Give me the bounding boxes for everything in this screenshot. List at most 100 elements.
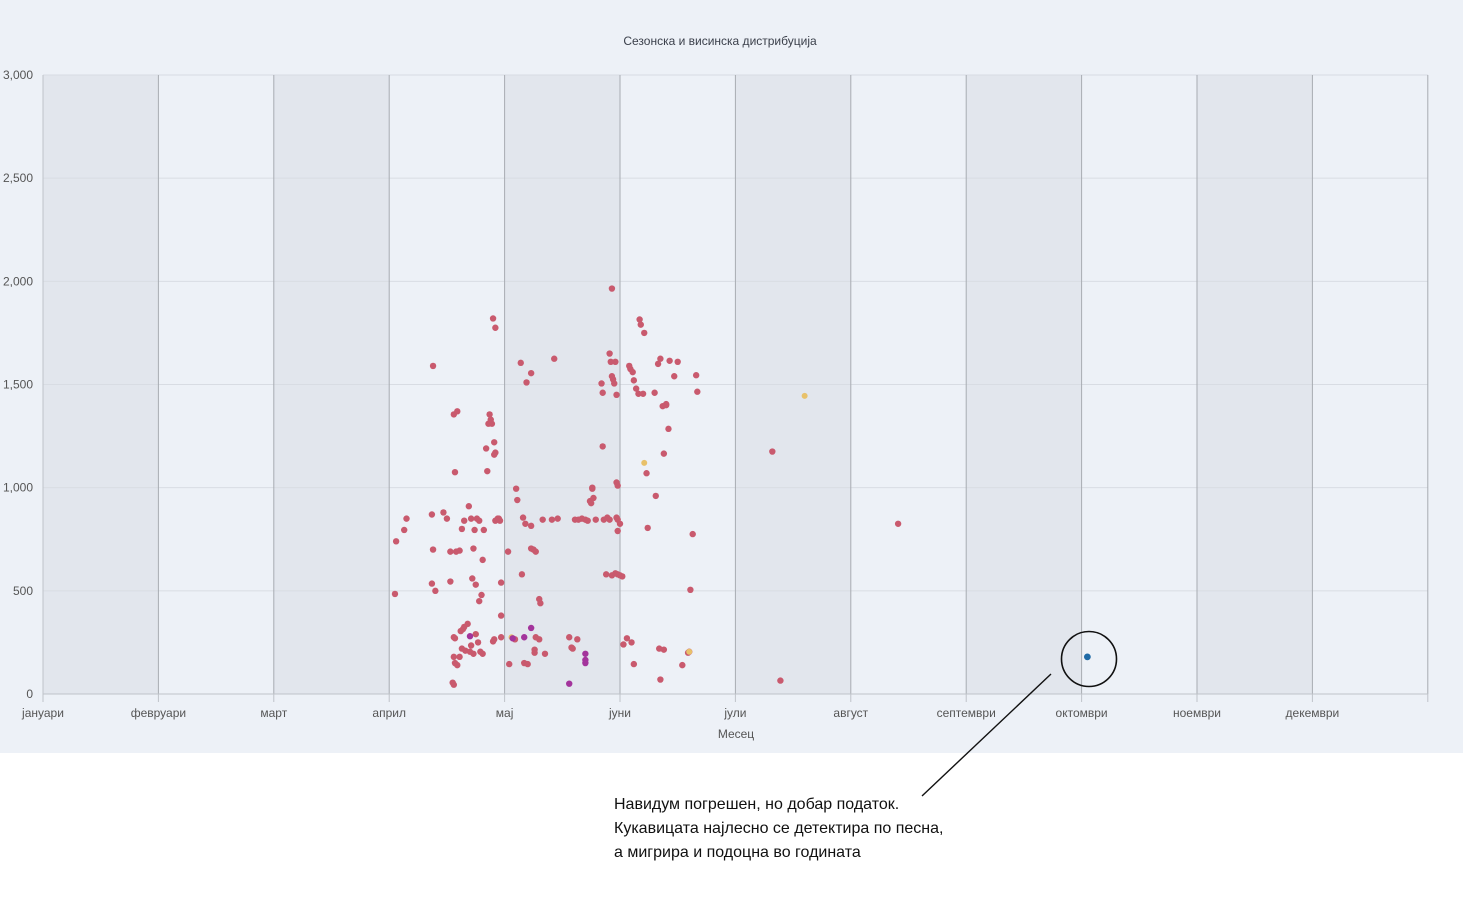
axes bbox=[42, 75, 1429, 702]
data-point-default bbox=[671, 373, 678, 380]
data-point-default bbox=[440, 509, 447, 516]
data-point-default bbox=[456, 547, 463, 554]
data-point-default bbox=[476, 517, 483, 524]
data-point-default bbox=[492, 324, 499, 331]
annotation-line: а мигрира и подоцна во годината bbox=[614, 844, 861, 861]
data-points bbox=[391, 285, 1091, 688]
data-point-default bbox=[614, 527, 621, 535]
y-tick-label: 1,500 bbox=[3, 378, 33, 392]
data-point-highlight bbox=[1083, 653, 1091, 661]
data-point-default bbox=[611, 380, 618, 387]
x-tick-label: август bbox=[833, 706, 868, 720]
data-point-default bbox=[616, 520, 624, 527]
data-point-yellow bbox=[641, 459, 648, 466]
data-point-default bbox=[599, 389, 606, 396]
x-tick-label: октомври bbox=[1056, 706, 1108, 720]
data-point-default bbox=[497, 612, 505, 619]
data-point-default bbox=[472, 581, 479, 588]
data-point-default bbox=[662, 400, 670, 408]
y-tick-label: 0 bbox=[26, 687, 33, 701]
data-point-default bbox=[518, 571, 526, 578]
vertical-gridlines bbox=[157, 75, 1429, 694]
data-point-default bbox=[660, 450, 668, 457]
data-point-yellow bbox=[801, 392, 808, 399]
data-point-default bbox=[467, 642, 475, 649]
data-point-default bbox=[598, 380, 605, 387]
data-point-default bbox=[613, 391, 620, 399]
data-point-default bbox=[478, 591, 485, 599]
x-tick-label: април bbox=[372, 706, 406, 720]
data-point-default bbox=[602, 571, 610, 578]
data-point-default bbox=[612, 570, 619, 577]
data-point-default bbox=[464, 620, 471, 628]
data-point-purple bbox=[509, 635, 516, 642]
data-point-default bbox=[443, 515, 451, 522]
data-point-default bbox=[432, 587, 439, 595]
data-point-default bbox=[514, 496, 521, 504]
data-point-default bbox=[657, 355, 664, 362]
data-point-default bbox=[450, 653, 458, 661]
data-point-default bbox=[454, 661, 461, 669]
data-point-default bbox=[469, 575, 476, 582]
data-point-default bbox=[476, 597, 483, 605]
x-tick-label: мај bbox=[496, 706, 514, 720]
data-point-default bbox=[497, 634, 505, 641]
data-point-default bbox=[471, 526, 478, 534]
data-point-default bbox=[429, 546, 437, 553]
data-point-default bbox=[689, 530, 696, 538]
x-tick-label: ноември bbox=[1173, 706, 1221, 720]
data-point-default bbox=[651, 389, 658, 396]
data-point-default bbox=[522, 520, 529, 527]
data-point-default bbox=[456, 653, 463, 661]
data-point-default bbox=[537, 600, 544, 607]
data-point-default bbox=[539, 516, 546, 523]
data-point-default bbox=[569, 645, 576, 652]
data-point-default bbox=[506, 660, 513, 668]
data-point-default bbox=[517, 359, 524, 367]
data-point-default bbox=[629, 368, 636, 376]
data-point-default bbox=[574, 636, 581, 643]
data-point-default bbox=[447, 578, 454, 585]
data-point-default bbox=[687, 586, 694, 594]
data-point-default bbox=[644, 524, 651, 532]
data-point-default bbox=[472, 630, 479, 638]
data-point-default bbox=[504, 548, 512, 555]
data-point-default bbox=[632, 385, 640, 392]
chart-panel: 0 500 1,000 1,500 2,000 2,500 3,000 јануари фев… bbox=[0, 0, 1463, 797]
x-tick-label: февруари bbox=[131, 706, 186, 720]
data-point-default bbox=[458, 525, 466, 533]
data-point-default bbox=[548, 516, 556, 523]
data-point-default bbox=[523, 379, 530, 386]
data-point-default bbox=[674, 358, 681, 366]
data-point-default bbox=[470, 545, 477, 552]
data-point-yellow bbox=[686, 648, 693, 655]
data-point-default bbox=[636, 316, 643, 323]
data-point-default bbox=[401, 526, 408, 534]
x-tick-label: март bbox=[260, 706, 287, 720]
data-point-default bbox=[641, 329, 648, 337]
data-point-default bbox=[474, 639, 482, 646]
data-point-default bbox=[657, 676, 664, 683]
data-point-default bbox=[479, 556, 486, 564]
annotation-note: Навидум погрешен, но добар податок. Кука… bbox=[614, 793, 1034, 865]
data-point-default bbox=[451, 468, 459, 476]
data-point-default bbox=[470, 650, 477, 657]
data-point-default bbox=[512, 485, 520, 492]
data-point-purple bbox=[582, 659, 589, 667]
data-point-default bbox=[496, 517, 504, 524]
data-point-default bbox=[403, 515, 410, 522]
highlight-circle bbox=[1060, 630, 1118, 688]
x-tick-labels: јануари февруари март април мај јуни јули авгус… bbox=[21, 706, 1339, 720]
data-point-default bbox=[590, 494, 597, 502]
data-point-default bbox=[488, 420, 496, 427]
data-point-default bbox=[619, 573, 626, 580]
data-point-default bbox=[679, 661, 686, 669]
data-point-default bbox=[666, 357, 673, 364]
y-tick-label: 500 bbox=[13, 584, 33, 598]
data-point-default bbox=[527, 522, 535, 530]
data-point-default bbox=[654, 360, 662, 368]
data-point-purple bbox=[582, 650, 589, 657]
data-point-default bbox=[491, 451, 498, 458]
data-point-default bbox=[769, 448, 776, 455]
data-point-default bbox=[536, 636, 543, 643]
